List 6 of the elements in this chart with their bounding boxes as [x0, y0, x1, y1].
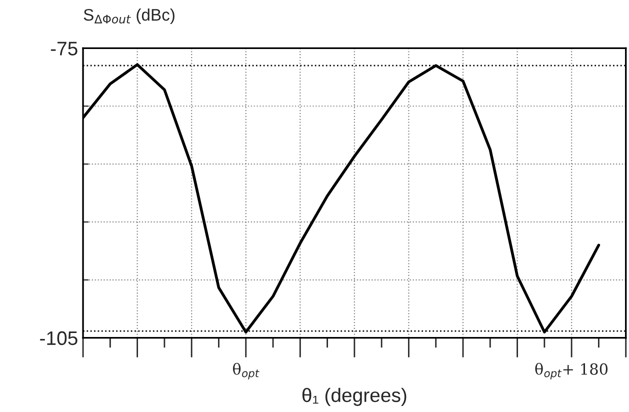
x-tick-label: θ$_{opt}$	[232, 362, 260, 380]
y-tick-label: -105	[40, 331, 78, 346]
y-tick-label: -75	[50, 42, 78, 56]
x-tick-label: θ$_{opt}$+ 180	[535, 362, 608, 380]
y-axis-title: S$_{ΔΦout}$ (dBc)	[84, 8, 174, 24]
x-axis-title: θ₁ (degrees)	[302, 388, 406, 406]
